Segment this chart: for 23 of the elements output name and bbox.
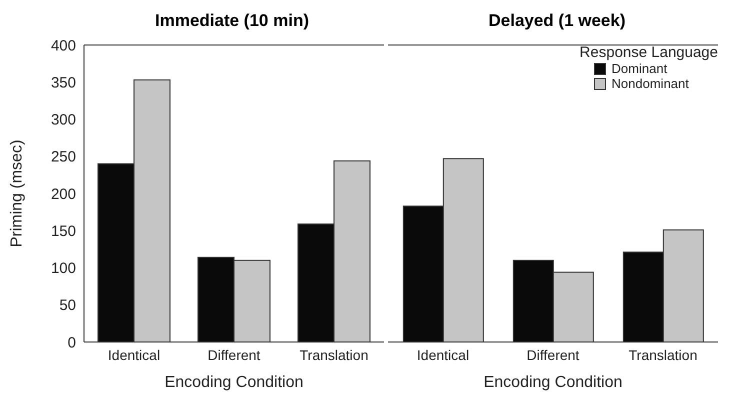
- x-tick-label: Translation: [300, 346, 368, 363]
- x-tick-label: Identical: [416, 346, 470, 363]
- y-tick-label: 0: [68, 334, 76, 352]
- y-tick-label: 150: [50, 222, 76, 240]
- y-tick-label: 100: [50, 260, 76, 278]
- x-tick-label: Identical: [108, 346, 160, 363]
- x-tick-label: Different: [526, 346, 580, 363]
- legend-label: Nondominant: [610, 76, 690, 91]
- legend-title: Response Language: [580, 44, 718, 61]
- y-tick-label: 250: [50, 148, 76, 166]
- x-axis-title: Encoding Condition: [484, 374, 622, 391]
- chart-title: Delayed (1 week): [487, 10, 626, 32]
- y-tick-label: 200: [50, 186, 76, 203]
- x-tick-label: Translation: [628, 346, 698, 363]
- x-tick-label: Different: [208, 346, 260, 363]
- y-tick-label: 300: [50, 112, 76, 129]
- x-axis-title: Encoding Condition: [164, 374, 304, 391]
- y-tick-label: 50: [59, 297, 76, 314]
- y-tick-label: 400: [50, 37, 76, 54]
- legend-label: Dominant: [610, 61, 668, 76]
- chart-title: Immediate (10 min): [154, 10, 310, 32]
- y-axis-title: Priming (msec): [8, 140, 26, 248]
- y-tick-label: 350: [50, 74, 76, 92]
